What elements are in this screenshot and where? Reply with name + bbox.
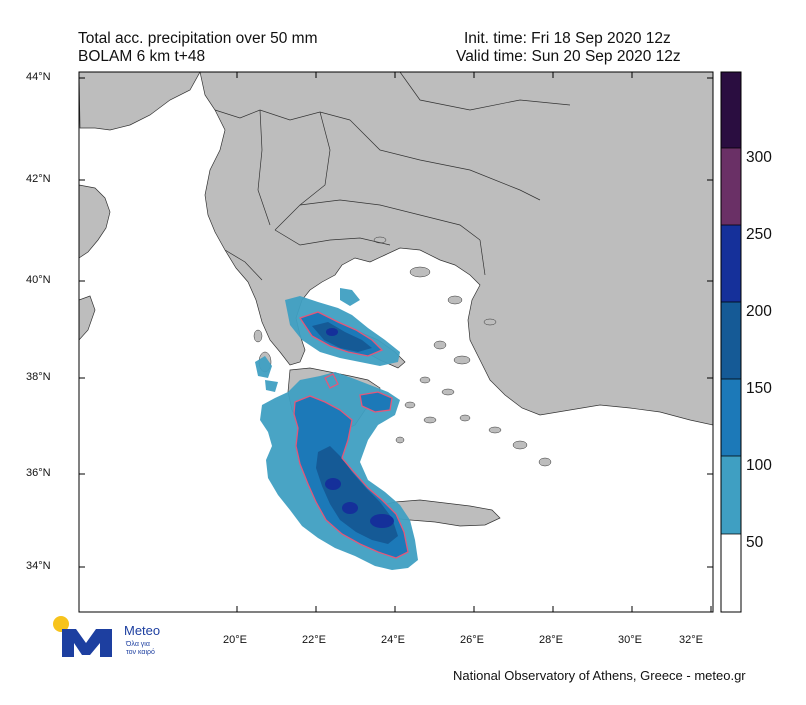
lat-label: 44°N	[26, 71, 51, 83]
meteo-logo: Meteo Όλα για τον καιρό	[52, 615, 182, 661]
lon-label: 26°E	[460, 634, 484, 646]
lon-label: 30°E	[618, 634, 642, 646]
lon-label: 20°E	[223, 634, 247, 646]
colorbar-bin	[721, 225, 741, 302]
colorbar-bin	[721, 379, 741, 456]
lat-label: 34°N	[26, 560, 51, 572]
colorbar-label: 150	[746, 380, 772, 397]
italy-tip	[79, 295, 96, 341]
lat-label: 36°N	[26, 467, 51, 479]
aegean-islands	[253, 236, 552, 467]
colorbar-bin	[721, 72, 741, 148]
lat-label: 42°N	[26, 173, 51, 185]
valid-time: Valid time: Sun 20 Sep 2020 12z	[456, 48, 681, 65]
precip-200-250	[325, 328, 394, 528]
precip-contours	[293, 311, 409, 559]
colorbar-label: 200	[746, 303, 772, 320]
footer-credit: National Observatory of Athens, Greece -…	[453, 668, 746, 683]
colorbar-bin	[721, 148, 741, 225]
lon-ticks	[236, 72, 712, 612]
map-title: Total acc. precipitation over 50 mm	[78, 30, 318, 47]
lat-ticks	[79, 77, 713, 568]
lon-label: 28°E	[539, 634, 563, 646]
colorbar-label: 50	[746, 534, 764, 551]
logo-tagline-1: Όλα για	[126, 641, 150, 648]
model-subtitle: BOLAM 6 km t+48	[78, 48, 206, 65]
lat-label: 40°N	[26, 274, 51, 286]
map-frame	[78, 71, 714, 613]
country-borders	[214, 72, 571, 281]
colorbar-bin	[721, 302, 741, 379]
lat-label: 38°N	[26, 371, 51, 383]
colorbar	[720, 71, 742, 613]
init-time: Init. time: Fri 18 Sep 2020 12z	[464, 30, 671, 47]
italy-heel	[79, 184, 111, 259]
colorbar-label: 250	[746, 226, 772, 243]
colorbar-label: 100	[746, 457, 772, 474]
lon-label: 22°E	[302, 634, 326, 646]
colorbar-frame	[720, 71, 742, 613]
lon-label: 32°E	[679, 634, 703, 646]
italy-land	[79, 72, 201, 131]
meteo-mark-icon	[53, 616, 112, 657]
land-layer	[79, 72, 713, 570]
colorbar-bin	[721, 534, 741, 612]
colorbar-label: 300	[746, 149, 772, 166]
logo-tagline-2: τον καιρό	[126, 649, 155, 656]
logo-name: Meteo	[124, 623, 161, 638]
colorbar-bin	[721, 456, 741, 534]
lon-label: 24°E	[381, 634, 405, 646]
